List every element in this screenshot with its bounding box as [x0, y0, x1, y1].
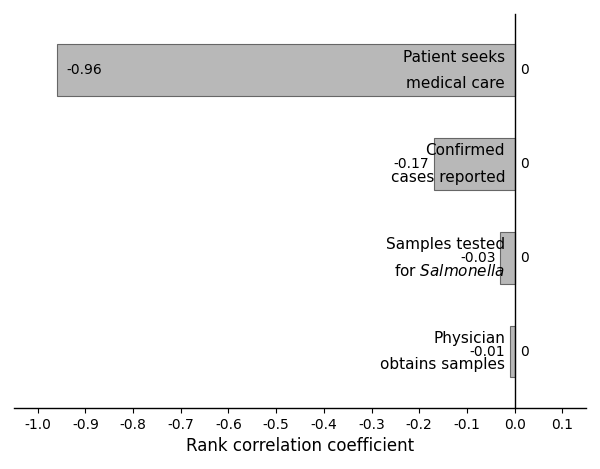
Text: medical care: medical care: [406, 76, 505, 91]
Text: 0: 0: [520, 157, 529, 171]
Text: -0.03: -0.03: [460, 251, 496, 265]
Text: -0.17: -0.17: [393, 157, 429, 171]
Text: -0.96: -0.96: [67, 63, 102, 77]
Bar: [57, 45, 515, 96]
Text: Confirmed: Confirmed: [425, 144, 505, 159]
Text: 0: 0: [520, 251, 529, 265]
Text: 0: 0: [520, 345, 529, 359]
Text: Samples tested: Samples tested: [386, 237, 505, 252]
Text: for $\it{Salmonella}$: for $\it{Salmonella}$: [394, 263, 505, 279]
Text: cases reported: cases reported: [391, 170, 505, 185]
Text: Patient seeks: Patient seeks: [403, 50, 505, 65]
Text: Physician: Physician: [433, 331, 505, 346]
Bar: [510, 326, 515, 378]
Text: 0: 0: [520, 63, 529, 77]
Text: -0.01: -0.01: [469, 345, 505, 359]
X-axis label: Rank correlation coefficient: Rank correlation coefficient: [186, 437, 414, 455]
Text: obtains samples: obtains samples: [380, 357, 505, 372]
Bar: [500, 232, 515, 284]
Bar: [434, 138, 515, 190]
